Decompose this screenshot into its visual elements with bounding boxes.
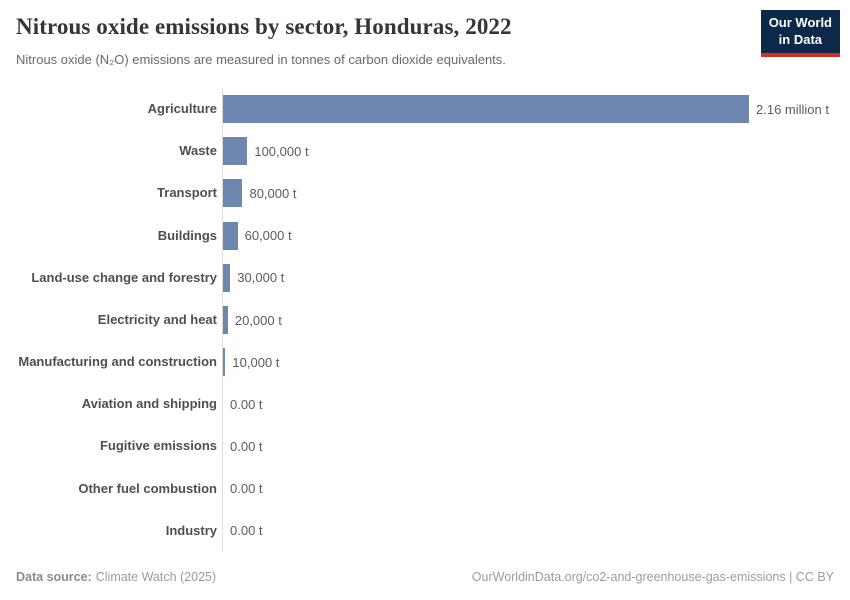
data-source-value: Climate Watch (2025) (95, 570, 217, 584)
value-label: 0.00 t (230, 523, 263, 539)
bar-track: 80,000 t (222, 172, 834, 215)
value-label: 30,000 t (237, 270, 285, 286)
bar[interactable] (223, 306, 228, 335)
bar-track: 0.00 t (222, 467, 834, 510)
value-label: 20,000 t (234, 312, 282, 328)
bar[interactable] (223, 95, 749, 124)
value-label: 0.00 t (230, 481, 263, 497)
chart-row: Aviation and shipping 0.00 t (16, 383, 834, 426)
category-label: Manufacturing and construction (18, 354, 217, 370)
page-title: Nitrous oxide emissions by sector, Hondu… (16, 14, 512, 39)
chart-rows: Agriculture 2.16 million t Waste 100,000… (16, 88, 834, 553)
chart-row: Agriculture 2.16 million t (16, 88, 834, 131)
chart-row: Waste 100,000 t (16, 130, 834, 173)
bar-track: 10,000 t (222, 341, 834, 384)
category-label: Fugitive emissions (99, 438, 217, 454)
owid-logo-line2: in Data (778, 31, 823, 47)
category-label: Industry (165, 522, 217, 538)
bar[interactable] (223, 137, 248, 166)
category-label: Land-use change and forestry (31, 269, 217, 285)
chart-row: Industry 0.00 t (16, 509, 834, 553)
page-subtitle: Nitrous oxide (N₂O) emissions are measur… (16, 52, 506, 67)
category-label: Agriculture (147, 100, 217, 116)
bar-track: 30,000 t (222, 256, 834, 299)
bar-track: 20,000 t (222, 298, 834, 342)
bar-track: 2.16 million t (222, 88, 834, 131)
category-label: Waste (179, 143, 217, 159)
bar[interactable] (223, 221, 238, 250)
bar-track: 0.00 t (222, 509, 834, 553)
bar-chart: Agriculture 2.16 million t Waste 100,000… (16, 88, 834, 553)
chart-row: Electricity and heat 20,000 t (16, 298, 834, 342)
value-label: 10,000 t (232, 354, 280, 370)
category-label: Aviation and shipping (81, 396, 217, 412)
bar-track: 0.00 t (222, 425, 834, 468)
footer: Data source: Climate Watch (2025) OurWorl… (16, 570, 834, 584)
value-label: 80,000 t (249, 185, 297, 201)
bar[interactable] (223, 263, 231, 292)
value-label: 100,000 t (254, 143, 309, 159)
bar-track: 0.00 t (222, 383, 834, 426)
owid-logo-line1: Our World (768, 15, 832, 30)
chart-row: Other fuel combustion 0.00 t (16, 467, 834, 510)
owid-logo[interactable]: Our World in Data (760, 10, 840, 57)
data-source-label: Data source: (16, 570, 92, 584)
chart-row: Fugitive emissions 0.00 t (16, 425, 834, 468)
value-label: 2.16 million t (756, 101, 829, 117)
category-label: Buildings (157, 227, 217, 243)
chart-row: Manufacturing and construction 10,000 t (16, 341, 834, 384)
value-label: 0.00 t (230, 396, 263, 412)
category-label: Electricity and heat (97, 311, 217, 327)
chart-row: Buildings 60,000 t (16, 214, 834, 257)
category-label: Other fuel combustion (78, 480, 217, 496)
chart-row: Land-use change and forestry 30,000 t (16, 256, 834, 299)
value-label: 0.00 t (230, 439, 263, 455)
bar[interactable] (223, 179, 243, 208)
value-label: 60,000 t (244, 228, 292, 244)
chart-row: Transport 80,000 t (16, 172, 834, 215)
category-label: Transport (157, 185, 217, 201)
bar-track: 100,000 t (222, 130, 834, 173)
data-source: Data source: Climate Watch (2025) (16, 570, 216, 584)
bar[interactable] (223, 348, 226, 377)
attribution-link[interactable]: OurWorldinData.org/co2-and-greenhouse-ga… (471, 570, 834, 584)
bar-track: 60,000 t (222, 214, 834, 257)
